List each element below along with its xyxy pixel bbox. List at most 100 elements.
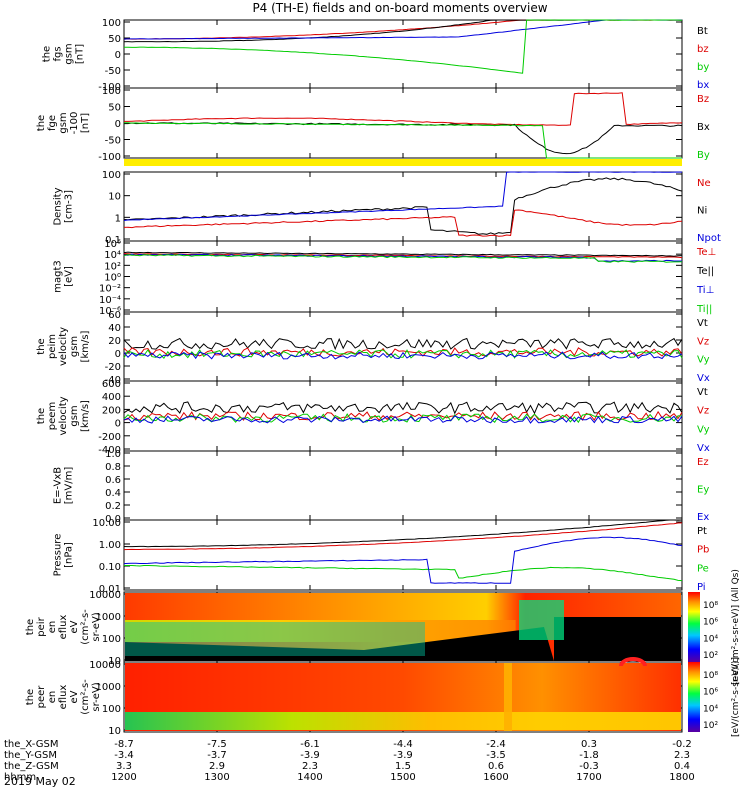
trace-fgs-bx — [123, 19, 682, 40]
legend-peim-2: Vy — [697, 355, 710, 366]
orbit-value: 1.5 — [395, 761, 411, 772]
ytick-label: 10⁻² — [99, 284, 121, 295]
orbit-row-label: the_Y-GSM — [4, 750, 57, 761]
spectrogram-peer-band — [125, 712, 681, 730]
ytick-label: 200 — [102, 405, 121, 416]
ylabel-line: peer — [36, 685, 47, 709]
ytick-label: 0.4 — [105, 488, 121, 499]
panel-frame-temp — [123, 240, 683, 313]
ytick-label: -40 — [105, 375, 121, 386]
trace-fge-bz — [124, 92, 683, 126]
trace-pressure-pe — [124, 565, 683, 582]
ytick-label: 1000 — [96, 612, 121, 623]
legend-efield-2: Ex — [697, 512, 709, 523]
ytick-label: -100 — [98, 82, 121, 93]
colorbar-tick: 10² — [703, 651, 718, 661]
ytick-label: 10⁶ — [104, 239, 121, 250]
ytick-label: 0.1 — [105, 235, 121, 246]
orbit-value: 2.3 — [302, 761, 318, 772]
ytick-label: 20 — [108, 336, 121, 347]
ylabel-line: the — [36, 115, 47, 131]
ylabel-line: [eV] — [64, 266, 75, 287]
ylabel-efield: E=-VxB [mV/m] — [53, 467, 75, 505]
trace-peim-vt — [123, 337, 683, 351]
orbit-value: -3.9 — [300, 750, 320, 761]
colorbar-tick: 10² — [703, 721, 718, 731]
ytick-label: 100 — [102, 634, 121, 645]
ylabel-temp: magt3 [eV] — [53, 260, 75, 293]
ylabel-line: peem — [47, 402, 58, 430]
ylabel-line: the — [42, 46, 53, 62]
legend-temp-0: Te⊥ — [696, 247, 716, 258]
trace-peim-vx — [123, 351, 683, 360]
colorbar-label-peer: [eV/(cm²-s-sr-eV)] — [731, 657, 741, 737]
ytick-label: 100 — [102, 704, 121, 715]
ylabel-fgs: the fgs gsm [nT] — [42, 43, 86, 64]
orbit-row-label: the_Z-GSM — [4, 761, 59, 772]
panel-frame-density — [123, 171, 683, 242]
legend-peem-0: Vt — [697, 387, 708, 398]
orbit-value: 1600 — [483, 772, 508, 783]
legend-fge-0: Bz — [697, 94, 709, 105]
orbit-value: -3.7 — [207, 750, 227, 761]
ylabel-line: -100 — [69, 112, 80, 135]
trace-peim-vz — [123, 347, 683, 357]
ytick-label: -50 — [105, 136, 121, 147]
ylabel-line: sr-eV) — [91, 612, 102, 641]
orbit-value: -0.2 — [672, 739, 692, 750]
ylabel-peer: the peer en eflux eV (cm²-s-sr-eV) — [25, 679, 102, 715]
ylabel-line: gsm — [58, 112, 69, 133]
ytick-label: 100 — [102, 86, 121, 97]
orbit-value: 3.3 — [116, 761, 132, 772]
ytick-label: 1000 — [96, 682, 121, 693]
ylabel-line: the — [25, 689, 36, 705]
legend-peim-1: Vz — [697, 336, 709, 347]
trace-temp-teperp — [123, 253, 683, 259]
date-label: 2019 May 02 — [4, 775, 76, 788]
trace-temp-tipar — [123, 254, 683, 263]
ytick-label: 10⁻⁴ — [99, 295, 121, 306]
orbit-value: -3.4 — [114, 750, 134, 761]
ylabel-line: (cm²-s- — [80, 679, 91, 715]
ytick-label: -20 — [105, 362, 121, 373]
plot-title: P4 (TH-E) fields and on-board moments ov… — [252, 1, 547, 15]
ytick-label: 1.00 — [99, 540, 121, 551]
ytick-label: 40 — [108, 323, 121, 334]
ytick-label: -200 — [98, 432, 121, 443]
ytick-label: 400 — [102, 392, 121, 403]
ylabel-line: [km/s] — [80, 330, 91, 362]
ylabel-line: E=-VxB — [53, 467, 64, 504]
spectrogram-peer-arc — [619, 657, 647, 667]
orbit-value: 1400 — [297, 772, 322, 783]
ylabel-line: Density — [53, 187, 64, 225]
trace-pressure-pb — [123, 522, 683, 551]
orbit-row-label: the_X-GSM — [4, 739, 58, 750]
ylabel-line: [km/s] — [80, 400, 91, 432]
trace-fge-bx — [124, 122, 683, 155]
ytick-label: 0 — [115, 50, 121, 61]
trace-peem-vt — [123, 401, 683, 415]
ytick-label: 10 — [108, 656, 121, 667]
trace-pressure-pt — [123, 519, 683, 548]
colorbar-tick: 10⁶ — [703, 688, 718, 698]
ytick-label: 0 — [115, 419, 121, 430]
colorbar-label-peir: [eV/(cm²-s-sr-eV)] (All Qs) — [731, 569, 741, 685]
ylabel-line: [cm-3] — [64, 190, 75, 223]
ylabel-line: peim — [47, 334, 58, 359]
ylabel-line: (cm²-s- — [80, 609, 91, 645]
trace-density-ni — [123, 177, 683, 235]
ylabel-line: gsm — [69, 336, 80, 357]
ytick-label: 50 — [108, 34, 121, 45]
orbit-value: 0.4 — [674, 761, 690, 772]
ylabel-line: velocity — [58, 396, 69, 435]
orbit-value: -6.1 — [300, 739, 320, 750]
trace-fgs-by — [123, 19, 683, 74]
ylabel-pressure: Pressure [nPa] — [53, 534, 75, 577]
ylabel-line: gsm — [64, 43, 75, 64]
legend-fge-2: By — [697, 150, 710, 161]
ylabel-line: en — [47, 621, 58, 634]
ytick-label: 10 — [108, 192, 121, 203]
orbit-value: -2.4 — [486, 739, 506, 750]
legend-peem-3: Vx — [697, 443, 710, 454]
